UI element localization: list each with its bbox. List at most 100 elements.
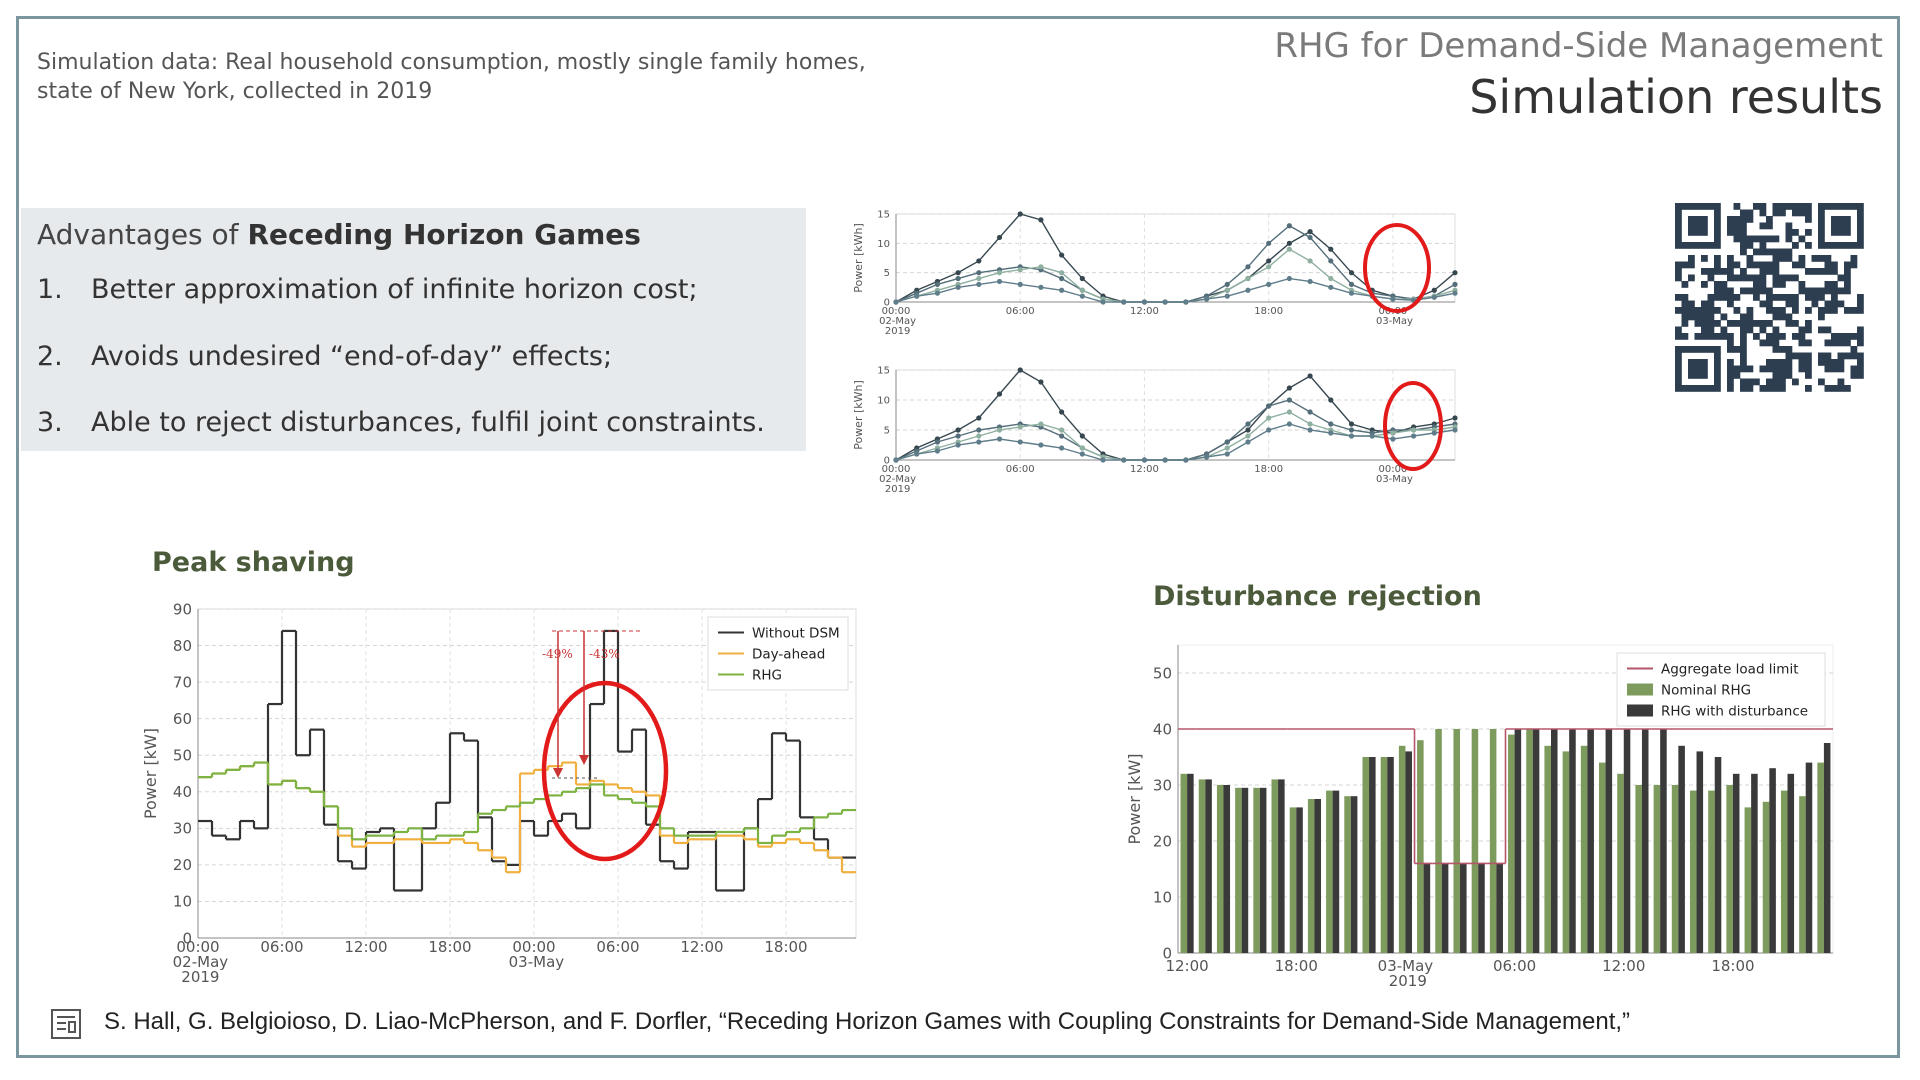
data-point (1059, 433, 1065, 439)
legend-label: Aggregate load limit (1661, 662, 1799, 678)
data-point (1183, 457, 1189, 463)
bar (1296, 807, 1303, 953)
bar (1198, 779, 1206, 953)
data-point (1141, 457, 1148, 463)
qr-cell (1675, 307, 1682, 314)
qr-cell (1805, 326, 1812, 334)
qr-cell (1837, 385, 1845, 392)
qr-cell (1779, 333, 1786, 340)
data-point (1017, 267, 1023, 273)
data-point (934, 290, 941, 296)
qr-cell (1805, 287, 1812, 295)
x-tick-label: 18:00 (1254, 306, 1283, 317)
bar (1671, 785, 1679, 953)
data-point (1307, 229, 1313, 235)
bar (1599, 762, 1606, 953)
bar (1387, 757, 1394, 953)
qr-cell (1688, 274, 1695, 282)
bar (1678, 745, 1685, 953)
qr-cell (1772, 307, 1780, 314)
data-point (996, 270, 1003, 276)
data-point (1328, 430, 1334, 436)
qr-cell (1707, 274, 1715, 282)
qr-cell (1701, 346, 1708, 353)
bar (1326, 790, 1333, 953)
y-tick-label: 5 (884, 426, 890, 437)
x-tick-label: 00:00 02-May 2019 (876, 464, 916, 495)
qr-cell (1818, 222, 1825, 230)
qr-cell (1733, 229, 1741, 236)
qr-cell (1850, 372, 1858, 379)
qr-cell (1701, 203, 1708, 210)
qr-cell (1824, 359, 1832, 366)
qr-cell (1779, 346, 1786, 353)
qr-cell (1759, 287, 1767, 295)
qr-cell (1707, 313, 1715, 321)
qr-cell (1798, 235, 1806, 243)
bar (1180, 773, 1188, 953)
qr-cell (1740, 216, 1747, 223)
qr-cell (1714, 365, 1721, 373)
data-point (1452, 270, 1458, 276)
qr-cell (1772, 209, 1780, 217)
qr-cell (1831, 385, 1838, 392)
qr-cell (1675, 203, 1682, 210)
qr-cell (1694, 242, 1702, 249)
bar (1617, 773, 1624, 953)
qr-cell (1727, 294, 1734, 301)
data-point (1431, 287, 1437, 293)
qr-cell (1857, 242, 1864, 249)
qr-cell (1857, 326, 1864, 334)
qr-cell (1831, 281, 1838, 288)
heading-text: Advantages of (37, 218, 248, 251)
data-point (996, 427, 1003, 433)
bar (1708, 790, 1715, 953)
data-point (1059, 270, 1065, 276)
qr-cell (1740, 359, 1747, 366)
qr-cell (1766, 339, 1773, 347)
bar (1471, 729, 1479, 953)
x-tick-label: 06:00 (1006, 464, 1035, 475)
bar (1689, 790, 1697, 953)
annotation: -43% (589, 647, 620, 661)
bar (1799, 796, 1806, 953)
qr-cell (1714, 242, 1721, 249)
qr-cell (1759, 281, 1767, 288)
qr-cell (1688, 346, 1695, 353)
data-point (1286, 385, 1292, 391)
qr-cell (1831, 242, 1838, 249)
qr-cell (1714, 307, 1721, 314)
qr-cell (1727, 346, 1734, 353)
qr-cell (1753, 261, 1760, 269)
data-point (976, 275, 982, 282)
y-tick-label: 0 (884, 298, 890, 309)
qr-cell (1831, 300, 1838, 308)
qr-cell (1675, 229, 1682, 236)
qr-cell (1681, 242, 1689, 249)
qr-cell (1766, 300, 1773, 308)
qr-cell (1805, 372, 1812, 379)
qr-cell (1844, 352, 1851, 360)
qr-cell (1792, 307, 1799, 314)
qr-cell (1694, 359, 1702, 366)
qr-cell (1740, 248, 1747, 256)
qr-cell (1727, 359, 1734, 366)
series-line (895, 369, 1456, 461)
qr-cell (1850, 365, 1858, 373)
bar (1569, 729, 1576, 953)
data-point (1203, 296, 1210, 302)
slide-title: Simulation results (1469, 70, 1883, 124)
data-point (1059, 275, 1065, 282)
data-point (1224, 439, 1230, 445)
data-point (976, 427, 982, 433)
y-axis-label: Power [kW] (141, 728, 160, 819)
qr-cell (1701, 300, 1708, 308)
data-point (1266, 427, 1272, 433)
qr-cell (1798, 203, 1806, 210)
qr-cell (1844, 287, 1851, 295)
qr-cell (1733, 372, 1741, 379)
qr-cell (1707, 307, 1715, 314)
qr-cell (1740, 339, 1747, 347)
qr-cell (1701, 333, 1708, 340)
